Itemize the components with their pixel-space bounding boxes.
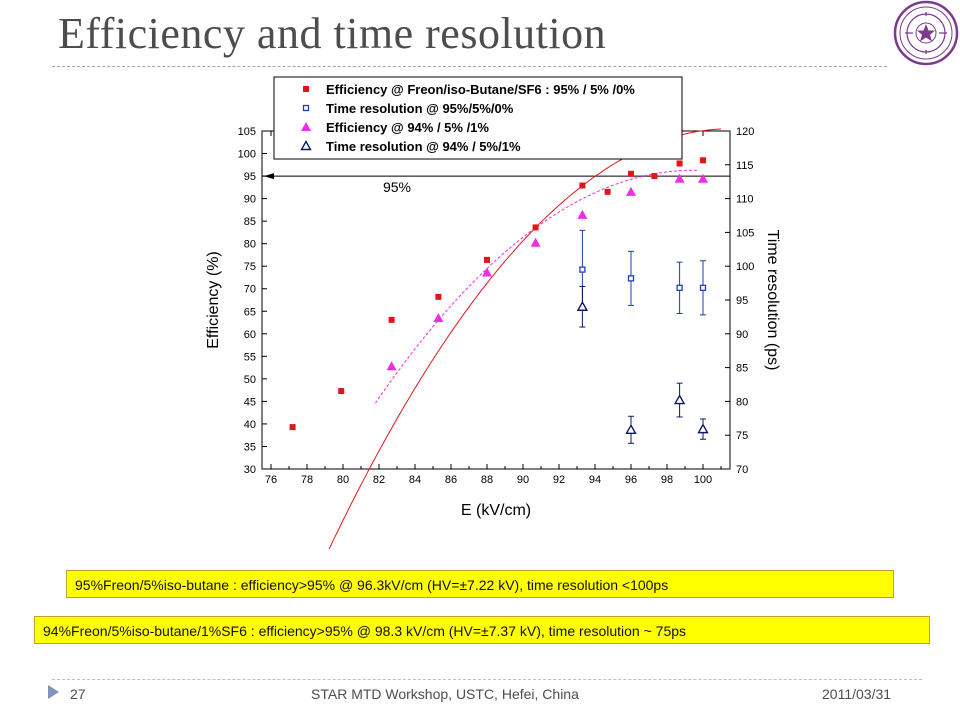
y-tick-label: 75: [244, 261, 256, 273]
x-tick-label: 98: [661, 474, 673, 486]
slide-title: Efficiency and time resolution: [58, 9, 607, 58]
data-point-s2: [626, 186, 636, 196]
y-tick-label: 100: [238, 149, 256, 161]
x-tick-label: 94: [589, 474, 601, 486]
y-tick-label: 70: [244, 284, 256, 296]
legend-marker-3: [300, 140, 312, 151]
legend-label-1: Time resolution @ 95%/5%/0%: [326, 101, 514, 116]
y-tick-label: 80: [244, 239, 256, 251]
y-tick-label: 60: [244, 329, 256, 341]
note-95-freon: 95%Freon/5%iso-butane : efficiency>95% @…: [66, 570, 894, 598]
y-tick-label: 30: [244, 464, 256, 476]
y-tick-label: 105: [238, 126, 256, 138]
y-tick-label: 35: [244, 441, 256, 453]
y2-tick-label: 85: [736, 363, 748, 375]
x-tick-label: 76: [265, 474, 277, 486]
data-point-s1: [699, 284, 707, 291]
y2-tick-label: 90: [736, 329, 748, 341]
footer-event: STAR MTD Workshop, USTC, Hefei, China: [311, 686, 579, 702]
y2-tick-label: 120: [736, 126, 754, 138]
data-point-s0: [388, 316, 395, 323]
data-point-s2: [577, 209, 588, 219]
x-tick-label: 92: [553, 474, 565, 486]
data-point-s0: [532, 224, 539, 231]
y2-tick-label: 70: [736, 464, 748, 476]
y-tick-label: 95: [244, 171, 256, 183]
x-tick-label: 100: [694, 474, 712, 486]
fit-curve-0: [328, 128, 722, 549]
x-axis-label: E (kV/cm): [461, 502, 531, 519]
data-point-s0: [484, 256, 490, 263]
data-point-s0: [628, 170, 634, 177]
x-tick-label: 82: [373, 474, 385, 486]
x-tick-label: 88: [481, 474, 493, 486]
data-point-s0: [435, 293, 442, 300]
data-point-s2: [674, 173, 685, 183]
x-tick-label: 78: [301, 474, 313, 486]
data-point-s1: [579, 266, 586, 273]
legend-marker-2: [301, 122, 311, 131]
plot-frame: [261, 130, 731, 470]
legend-label-0: Efficiency @ Freon/iso-Butane/SF6 : 95% …: [326, 82, 635, 97]
data-point-s1: [676, 284, 683, 291]
footer-arrow-icon: [48, 685, 59, 699]
x-tick-label: 90: [517, 474, 529, 486]
data-point-s3: [625, 423, 637, 434]
data-point-s2: [482, 267, 492, 277]
y-axis-label: Efficiency (%): [205, 251, 222, 349]
fit-curve-1: [374, 169, 700, 404]
y2-tick-label: 75: [736, 430, 748, 442]
data-point-s0: [338, 388, 345, 395]
y-tick-label: 85: [244, 216, 256, 228]
footer-divider: [52, 679, 922, 680]
y-tick-label: 55: [244, 351, 256, 363]
data-point-s0: [700, 157, 706, 164]
legend-label-3: Time resolution @ 94% / 5%/1%: [326, 139, 521, 154]
efficiency-time-resolution-chart: 76 78 80 82 84 86 88 90 92 94 96 98 100 30 35 40 45 50 55 6…: [205, 76, 781, 549]
title-divider: [52, 66, 887, 67]
y2-tick-label: 110: [736, 194, 754, 206]
data-point-s3: [576, 300, 589, 311]
y2-tick-label: 115: [736, 160, 754, 172]
page-number: 27: [70, 686, 86, 702]
y2-tick-label: 100: [736, 261, 754, 273]
note-94-freon: 94%Freon/5%iso-butane/1%SF6 : efficiency…: [34, 616, 930, 644]
x-tick-label: 80: [337, 474, 349, 486]
threshold-label: 95%: [383, 179, 411, 195]
data-point-s2: [386, 361, 397, 371]
university-seal-icon: [893, 0, 959, 66]
data-point-s0: [289, 424, 296, 431]
y-tick-label: 50: [244, 374, 256, 386]
legend-box: [273, 76, 683, 160]
threshold-arrow-icon: [264, 173, 274, 180]
data-point-s2: [698, 173, 708, 183]
data-point-s2: [530, 237, 541, 247]
y2-axis-label: Time resolution (ps): [764, 230, 781, 371]
y-tick-label: 45: [244, 396, 256, 408]
data-point-s0: [651, 173, 658, 180]
y-tick-label: 90: [244, 194, 256, 206]
y2-tick-label: 105: [736, 227, 754, 239]
y2-tick-label: 95: [736, 295, 748, 307]
y-tick-label: 40: [244, 419, 256, 431]
x-tick-label: 86: [445, 474, 457, 486]
data-point-s0: [579, 182, 586, 189]
data-point-s0: [676, 160, 683, 167]
x-tick-label: 84: [409, 474, 421, 486]
x-tick-label: 96: [625, 474, 637, 486]
data-point-s3: [697, 423, 709, 434]
data-point-s0: [604, 188, 611, 195]
legend-marker-0: [303, 86, 309, 92]
legend-label-2: Efficiency @ 94% / 5% /1%: [326, 120, 489, 135]
legend-marker-1: [302, 104, 310, 112]
data-point-s1: [627, 275, 635, 282]
y2-tick-label: 80: [736, 396, 748, 408]
data-point-s3: [673, 394, 686, 405]
footer-date: 2011/03/31: [822, 686, 892, 702]
data-point-s2: [433, 313, 444, 323]
y-tick-label: 65: [244, 306, 256, 318]
